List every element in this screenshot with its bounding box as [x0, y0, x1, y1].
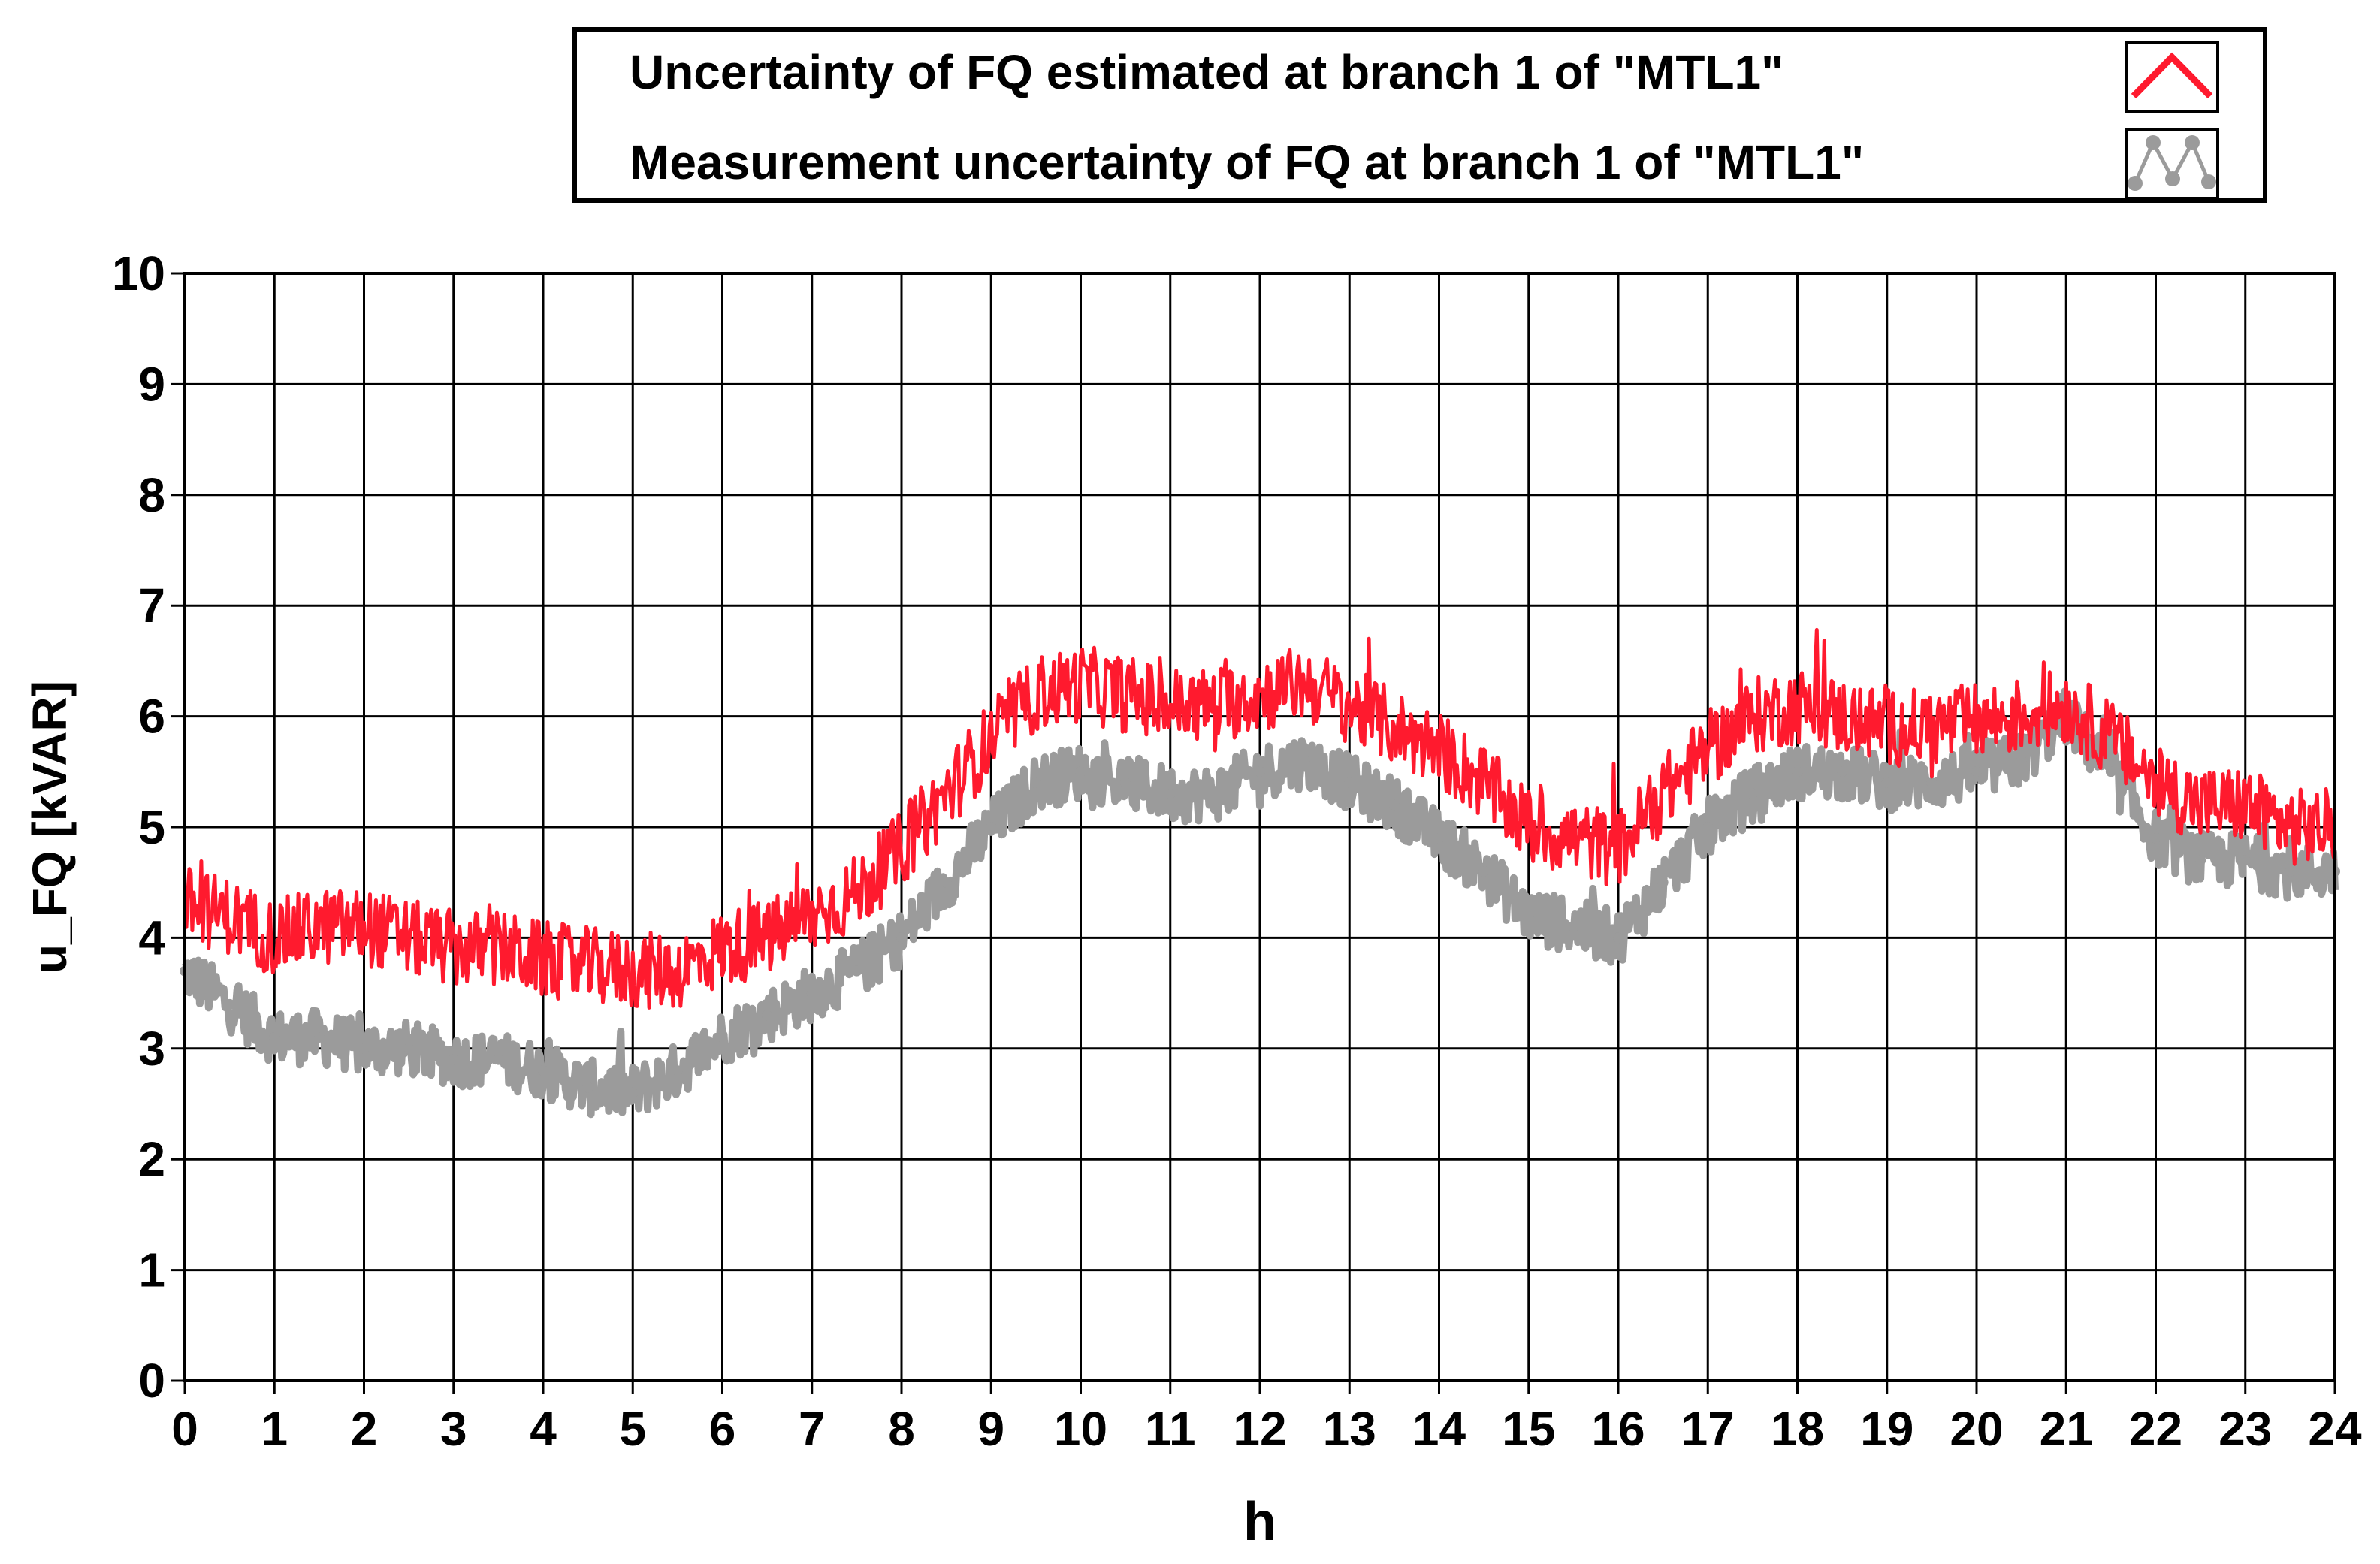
legend-swatch-measurement: [2125, 128, 2219, 200]
data-point: [1120, 777, 1131, 789]
data-point: [1030, 777, 1041, 789]
data-point: [224, 998, 235, 1010]
data-point: [1075, 766, 1086, 777]
y-axis: 0 1 2 3 4 5 6 7 8 9 10: [112, 246, 185, 1408]
data-point: [1702, 822, 1714, 832]
x-tick-label: 4: [530, 1402, 557, 1456]
x-tick-label: 19: [1860, 1402, 1913, 1456]
legend-label-estimated: Uncertainty of FQ estimated at branch 1 …: [630, 45, 1784, 99]
data-point: [2240, 855, 2251, 866]
legend-label-measurement: Measurement uncertainty of FQ at branch …: [630, 135, 1865, 189]
data-point: [2285, 865, 2296, 877]
x-tick-label: 15: [1502, 1402, 1555, 1456]
data-point: [1613, 932, 1623, 944]
data-point: [1657, 877, 1669, 888]
x-tick-label: 17: [1681, 1402, 1735, 1456]
data-point: [896, 932, 907, 944]
legend-swatch-estimated: [2125, 41, 2219, 113]
data-point: [313, 1032, 325, 1043]
x-axis: 0 1 2 3 4 5 6 7 8 9 10 11 12 13 14 15 16 17 18 19 20 21 22 23 24: [171, 1381, 2362, 1456]
y-tick-label: 4: [138, 910, 165, 965]
data-point: [1837, 766, 1848, 777]
data-point: [448, 1054, 459, 1065]
y-tick-label: 5: [138, 800, 165, 854]
x-tick-label: 2: [351, 1402, 378, 1456]
data-point: [806, 988, 817, 999]
data-point: [941, 877, 952, 888]
x-tick-label: 11: [1145, 1402, 1196, 1456]
x-tick-label: 13: [1323, 1402, 1376, 1456]
data-point: [627, 1087, 639, 1098]
x-tick-label: 8: [888, 1402, 915, 1456]
grid: [185, 273, 2335, 1381]
data-point: [1433, 832, 1445, 844]
x-tick-label: 18: [1771, 1402, 1824, 1456]
series-layer: [180, 627, 2340, 1119]
data-point: [762, 1010, 773, 1021]
x-tick-label: 24: [2308, 1402, 2362, 1456]
data-point: [1881, 777, 1892, 789]
data-point: [403, 1043, 415, 1054]
x-tick-label: 9: [977, 1402, 1004, 1456]
y-tick-label: 7: [138, 578, 165, 633]
data-point: [2150, 832, 2161, 844]
series-0: [183, 627, 2337, 1010]
x-tick-label: 22: [2129, 1402, 2182, 1456]
data-point: [538, 1065, 548, 1076]
data-point: [1568, 921, 1579, 932]
data-point: [672, 1065, 683, 1076]
data-point: [851, 965, 862, 977]
y-tick-label: 6: [138, 690, 165, 744]
legend-marker-icon: [2128, 135, 2216, 191]
data-point: [1299, 755, 1310, 766]
y-tick-label: 1: [138, 1243, 165, 1297]
data-point: [2195, 855, 2206, 866]
data-point: [1210, 788, 1221, 799]
series-line: [183, 627, 2337, 1010]
x-tick-label: 3: [440, 1402, 467, 1456]
data-point: [493, 1054, 504, 1065]
legend-line-icon: [2131, 52, 2213, 99]
data-point: [1971, 766, 1982, 777]
x-tick-label: 7: [799, 1402, 826, 1456]
x-tick-label: 1: [261, 1402, 288, 1456]
x-axis-label: h: [1243, 1492, 1276, 1552]
x-tick-label: 6: [709, 1402, 736, 1456]
data-point: [1388, 799, 1400, 811]
y-tick-label: 2: [138, 1132, 165, 1186]
data-point: [1164, 788, 1176, 799]
data-point: [2105, 766, 2116, 777]
y-tick-label: 0: [138, 1354, 165, 1408]
data-point: [1926, 777, 1938, 789]
x-tick-label: 14: [1412, 1402, 1466, 1456]
y-tick-label: 9: [138, 357, 165, 411]
x-tick-label: 12: [1233, 1402, 1286, 1456]
data-point: [986, 822, 997, 832]
x-tick-label: 10: [1054, 1402, 1107, 1456]
x-tick-label: 20: [1950, 1402, 2003, 1456]
data-point: [2016, 755, 2027, 766]
y-axis-label: u_FQ [kVAR]: [23, 681, 77, 974]
x-tick-label: 5: [619, 1402, 646, 1456]
y-tick-label: 3: [138, 1022, 165, 1076]
data-point: [1747, 788, 1758, 799]
data-point: [1344, 777, 1355, 789]
data-point: [1792, 766, 1803, 777]
data-point: [1478, 865, 1490, 877]
data-point: [582, 1082, 593, 1093]
x-tick-label: 16: [1591, 1402, 1645, 1456]
data-point: [1255, 766, 1265, 777]
data-point: [269, 1032, 280, 1043]
x-tick-label: 23: [2218, 1402, 2272, 1456]
y-tick-label: 10: [112, 246, 165, 300]
data-point: [358, 1043, 370, 1054]
data-point: [1523, 910, 1534, 921]
legend: Uncertainty of FQ estimated at branch 1 …: [572, 27, 2267, 203]
data-point: [717, 1032, 728, 1043]
x-tick-label: 0: [171, 1402, 198, 1456]
y-tick-label: 8: [138, 468, 165, 522]
x-tick-label: 21: [2040, 1402, 2093, 1456]
